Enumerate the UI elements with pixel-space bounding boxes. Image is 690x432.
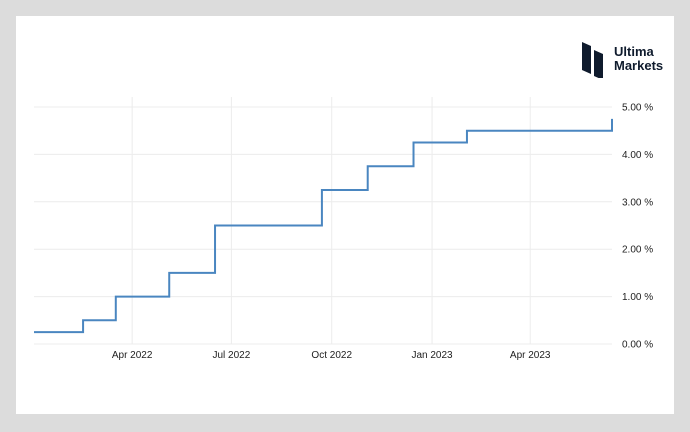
brand-name-line2: Markets — [614, 58, 664, 73]
y-tick-label: 5.00 % — [622, 103, 653, 114]
rate-series-line — [34, 118, 613, 334]
brand-logo: Ultima Markets — [582, 40, 663, 78]
y-tick-label: 3.00 % — [622, 197, 653, 208]
x-tick-label: Apr 2023 — [510, 350, 551, 361]
rate-chart: 5.00 % 4.00 % 3.00 % 2.00 % 1.00 % 0.00 % Apr … — [34, 97, 653, 361]
x-tick-label: Oct 2022 — [311, 350, 352, 361]
x-tick-label: Apr 2022 — [112, 350, 153, 361]
y-tick-label: 1.00 % — [622, 292, 653, 303]
brand-name: Ultima Markets — [614, 45, 663, 73]
y-tick-label: 2.00 % — [622, 245, 653, 256]
chart-card: 5.00 % 4.00 % 3.00 % 2.00 % 1.00 % 0.00 % Apr … — [16, 16, 674, 414]
y-tick-label: 0.00 % — [622, 340, 653, 351]
y-tick-label: 4.00 % — [622, 150, 653, 161]
ultima-markets-logo-icon — [582, 42, 603, 78]
x-tick-label: Jul 2022 — [212, 350, 250, 361]
brand-name-line1: Ultima — [614, 44, 654, 59]
x-tick-label: Jan 2023 — [411, 350, 453, 361]
